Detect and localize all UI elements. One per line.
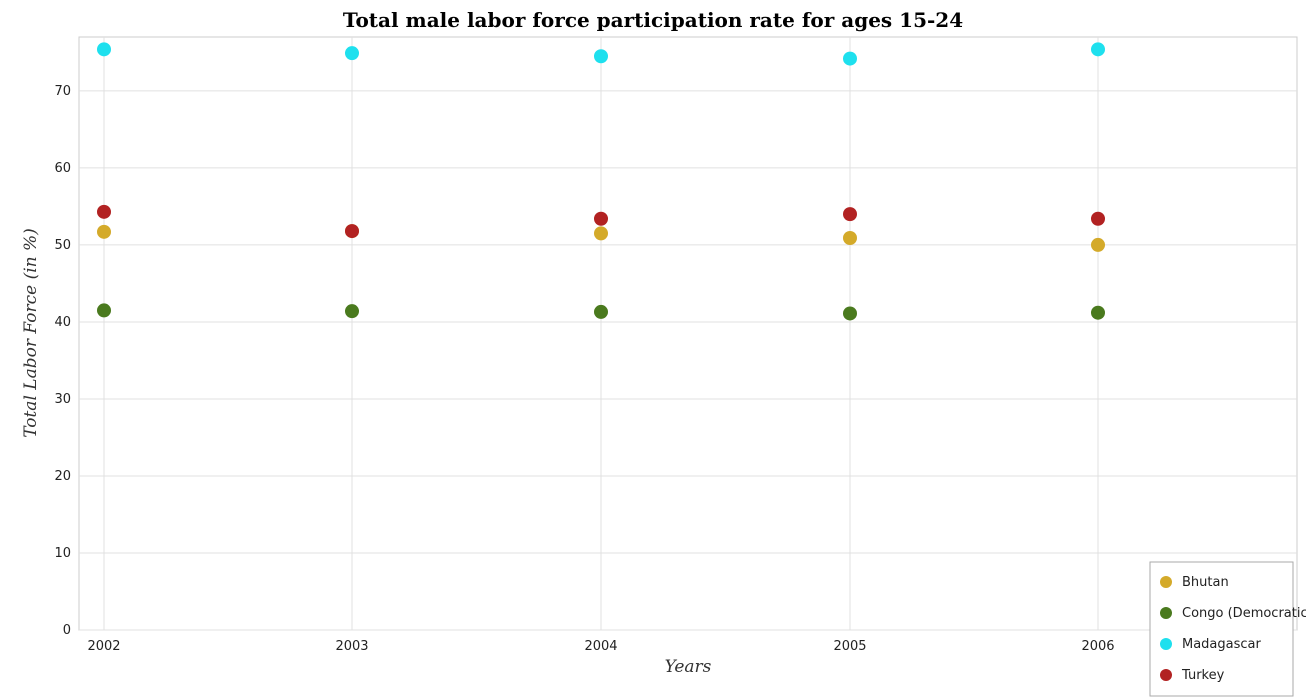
point-congo-democratic [594, 304, 608, 319]
grid-y [79, 90, 1297, 631]
point-bhutan [594, 226, 608, 241]
legend-label: Bhutan [1182, 575, 1229, 590]
point-congo-democratic [345, 304, 359, 319]
point-turkey [843, 207, 857, 222]
x-axis-label: Years [665, 657, 712, 677]
x-tick-label: 2002 [87, 639, 120, 654]
legend-label: Congo (Democratic) [1182, 606, 1306, 621]
legend-marker [1160, 638, 1172, 650]
y-tick-label: 20 [54, 469, 71, 484]
chart-title: Total male labor force participation rat… [343, 8, 963, 32]
legend-marker [1160, 607, 1172, 619]
x-tick-labels: 2002 2003 2004 2005 2006 [87, 639, 1114, 654]
y-tick-label: 0 [63, 623, 71, 638]
y-tick-label: 50 [54, 238, 71, 253]
plot-area: 0 10 20 30 40 50 60 70 2002 2003 2004 2005 2006 [54, 36, 1298, 654]
point-bhutan [1091, 237, 1105, 252]
point-madagascar [843, 51, 857, 66]
point-turkey [97, 204, 111, 219]
point-turkey [594, 211, 608, 226]
legend-box [1149, 561, 1294, 697]
grid-x [103, 37, 1099, 630]
y-tick-labels: 0 10 20 30 40 50 60 70 [54, 84, 71, 638]
point-madagascar [345, 46, 359, 61]
point-turkey [345, 224, 359, 239]
y-tick-label: 40 [54, 315, 71, 330]
legend-label: Madagascar [1182, 637, 1262, 652]
point-congo-democratic [843, 306, 857, 321]
legend-label: Turkey [1181, 668, 1225, 683]
x-tick-label: 2003 [335, 639, 368, 654]
point-congo-democratic [97, 303, 111, 318]
point-congo-democratic [1091, 305, 1105, 320]
y-axis-label: Total Labor Force (in %) [21, 228, 41, 438]
legend: Bhutan Congo (Democratic) Madagascar Turkey [1149, 561, 1306, 697]
x-tick-label: 2004 [584, 639, 617, 654]
plot-frame [78, 36, 1298, 631]
y-tick-label: 10 [54, 546, 71, 561]
point-madagascar [594, 49, 608, 64]
point-turkey [1091, 211, 1105, 226]
point-bhutan [843, 231, 857, 246]
point-madagascar [97, 42, 111, 57]
x-tick-label: 2006 [1081, 639, 1114, 654]
y-tick-label: 70 [54, 84, 71, 99]
y-tick-label: 60 [54, 161, 71, 176]
legend-marker [1160, 669, 1172, 681]
legend-marker [1160, 576, 1172, 588]
x-tick-label: 2005 [833, 639, 866, 654]
point-madagascar [1091, 42, 1105, 57]
data-points [97, 42, 1105, 321]
point-bhutan [97, 224, 111, 239]
y-tick-label: 30 [54, 392, 71, 407]
